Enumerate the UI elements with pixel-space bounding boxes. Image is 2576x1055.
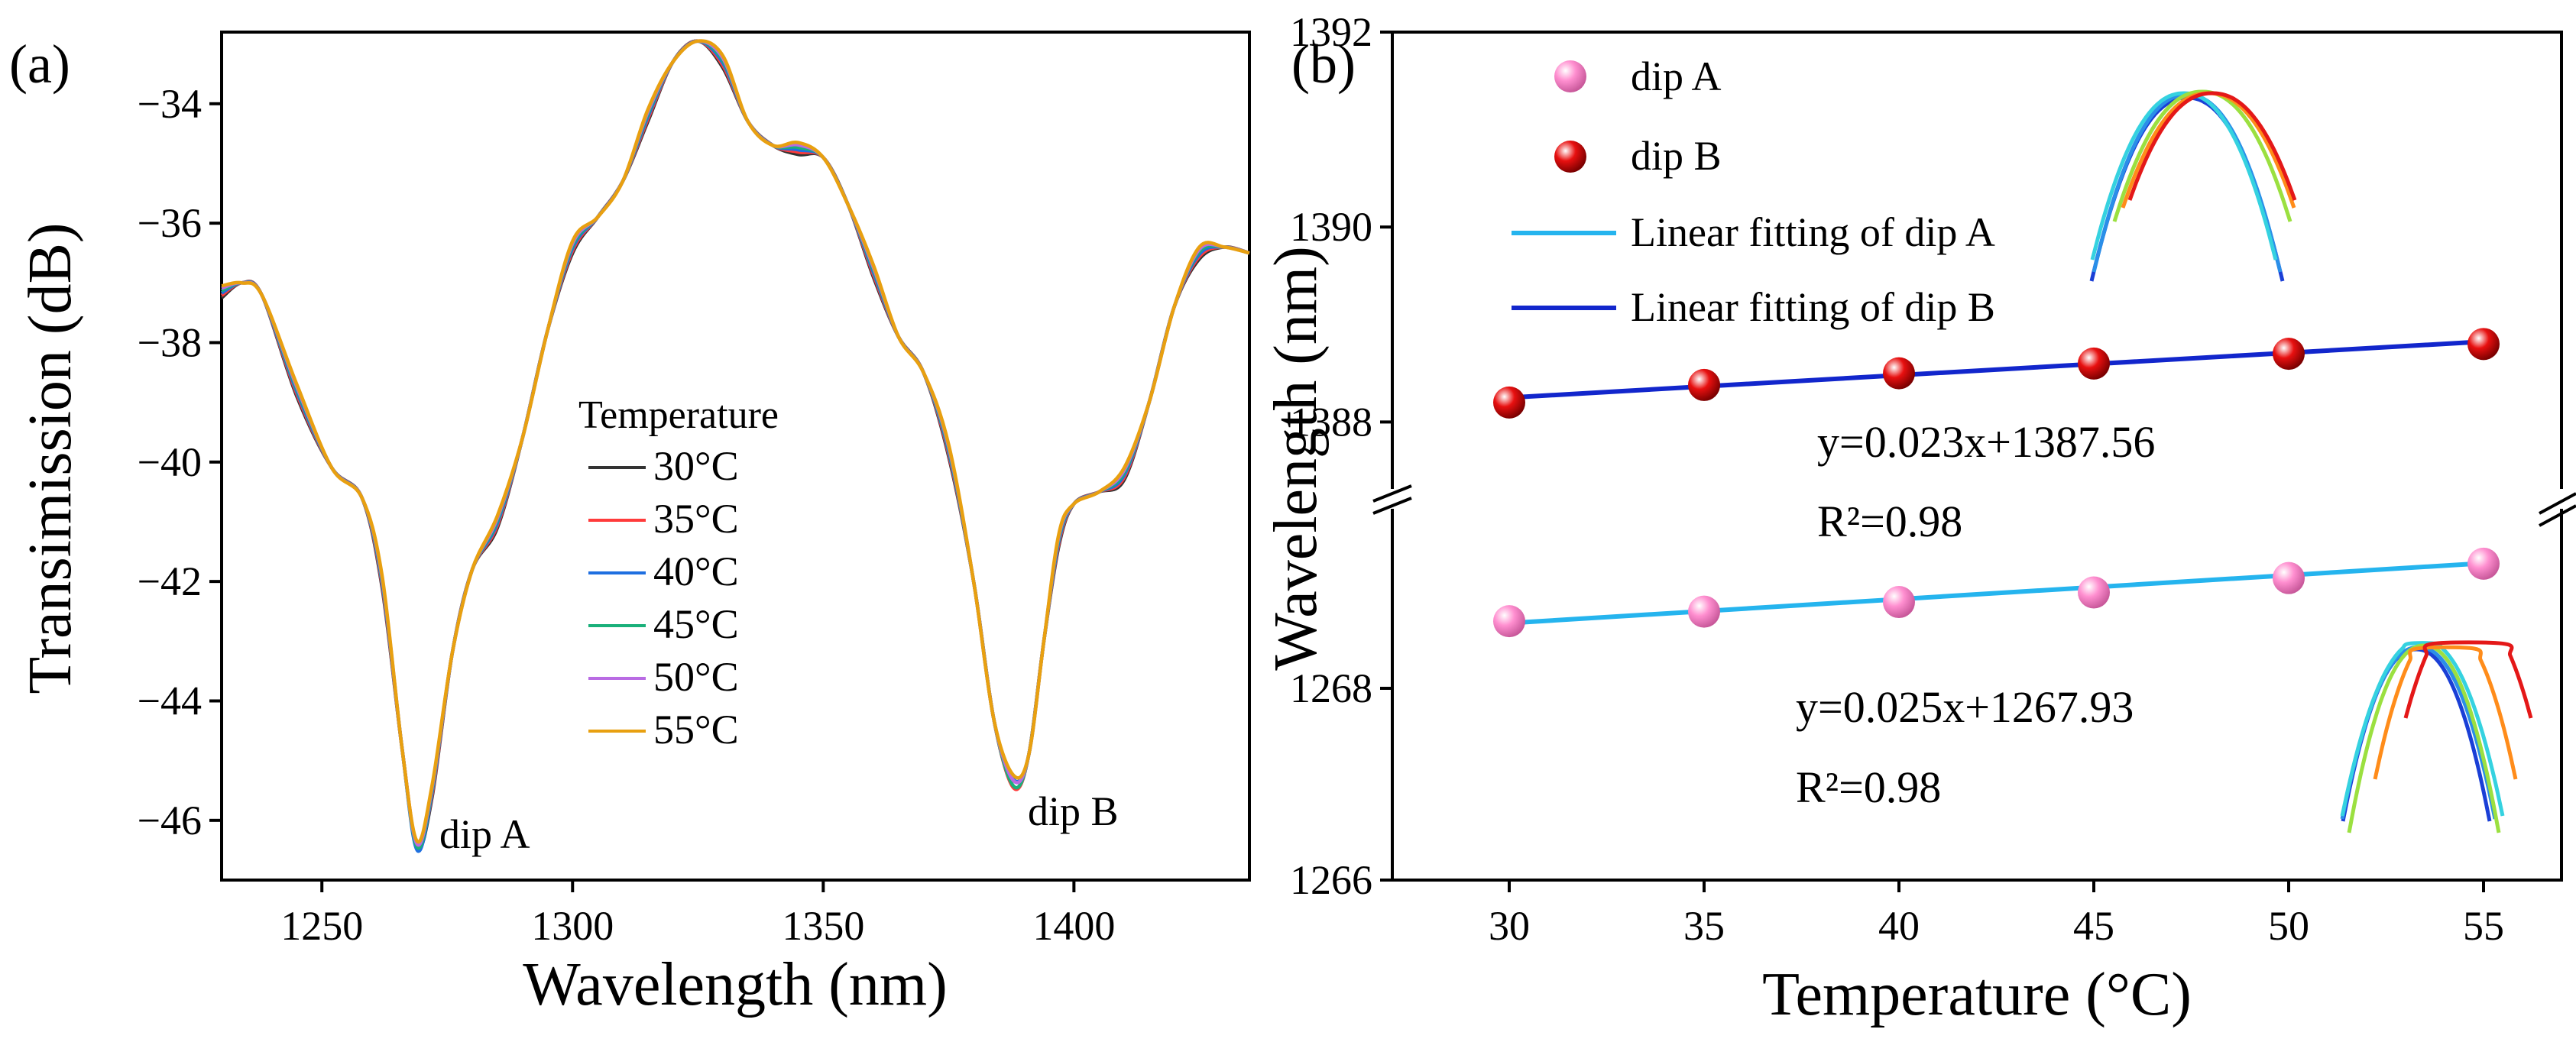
x-tick-label: 1350 — [782, 903, 864, 949]
fit-line-dip-a — [1508, 561, 2484, 626]
legend-label-dip-b: dip B — [1631, 133, 1722, 179]
data-point-dip-a — [2273, 561, 2305, 594]
y-tick-label: −46 — [138, 798, 202, 843]
x-tick-label: 1250 — [280, 903, 363, 949]
inset-bottom-curve — [2340, 641, 2505, 817]
legend-label: 40°C — [653, 549, 739, 594]
y-tick-label: −42 — [138, 558, 202, 604]
data-point-dip-b — [1883, 357, 1915, 390]
inset-top-curve — [2090, 91, 2278, 261]
data-point-dip-a — [2078, 576, 2110, 609]
legend-marker-dip-b — [1554, 141, 1586, 173]
panel-b-x-axis-title: Temperature (°C) — [1762, 961, 2192, 1028]
axis-break-right — [2539, 489, 2576, 527]
y-tick-label: 1388 — [1290, 399, 1372, 445]
legend-label: 35°C — [653, 496, 739, 542]
panel-b-frame — [1391, 31, 2563, 882]
panel-b-y-ticks: 1388 1390 1392 1266 1268 — [1290, 9, 1392, 903]
fit-r2-dip-a: R²=0.98 — [1796, 762, 1941, 812]
panel-b-legend: dip A dip B Linear fitting of dip A Line… — [1512, 53, 1995, 330]
y-tick-label: −36 — [138, 200, 202, 246]
panel-a-label: (a) — [9, 34, 70, 95]
panel-a-curves — [220, 39, 1250, 853]
fit-line-dip-b — [1508, 339, 2484, 400]
legend-label-fit-a: Linear fitting of dip A — [1631, 209, 1995, 255]
y-tick-label: 1390 — [1290, 204, 1372, 250]
inset-bottom-curve — [2373, 645, 2518, 780]
legend-label-dip-a: dip A — [1631, 53, 1722, 99]
inset-bottom-curve — [2341, 647, 2492, 822]
panel-b-label: (b) — [1291, 34, 1356, 95]
panel-b-points — [1493, 328, 2500, 638]
data-point-dip-a — [2467, 547, 2500, 580]
panel-b: (b) 30 35 40 45 50 55 1388 1390 1392 1266 1268 di… — [1262, 9, 2576, 1028]
panel-b-insets — [2089, 89, 2533, 833]
fit-r2-dip-b: R²=0.98 — [1817, 497, 1962, 546]
x-tick-label: 55 — [2463, 903, 2504, 949]
data-point-dip-b — [2078, 347, 2110, 380]
y-tick-label: −38 — [138, 319, 202, 365]
fit-equation-dip-a: y=0.025x+1267.93 — [1796, 682, 2134, 732]
y-tick-label: 1392 — [1290, 9, 1372, 55]
x-tick-label: 1300 — [531, 903, 614, 949]
y-tick-label: −40 — [138, 439, 202, 485]
panel-a-y-axis-title: Transimission (dB) — [17, 222, 84, 694]
panel-a-frame — [220, 31, 1251, 882]
x-tick-label: 1400 — [1032, 903, 1115, 949]
x-tick-label: 35 — [1683, 903, 1725, 949]
panel-a-y-ticks: −46 −44 −42 −40 −38 −36 −34 — [138, 81, 222, 843]
data-point-dip-b — [1688, 368, 1720, 401]
annotation-dip-a: dip A — [439, 811, 530, 857]
panel-b-fit-lines — [1508, 339, 2484, 626]
inset-top-curve — [2127, 91, 2297, 201]
legend-label: 30°C — [653, 443, 739, 489]
panel-b-x-ticks: 30 35 40 45 50 55 — [1489, 880, 2504, 949]
x-tick-label: 30 — [1489, 903, 1530, 949]
x-tick-label: 50 — [2268, 903, 2309, 949]
panel-a-x-axis-title: Wavelength (nm) — [523, 951, 948, 1018]
legend-label-fit-b: Linear fitting of dip B — [1631, 284, 1995, 330]
data-point-dip-b — [1493, 386, 1525, 419]
axis-break-left — [1372, 484, 1414, 515]
inset-top-curve — [2112, 89, 2292, 222]
panel-b-y-axis-title: Wavelength (nm) — [1262, 246, 1330, 671]
y-tick-label: −44 — [138, 678, 202, 723]
x-tick-label: 40 — [1878, 903, 1920, 949]
data-point-dip-b — [2273, 338, 2305, 371]
annotation-dip-b: dip B — [1028, 788, 1119, 834]
inset-bottom-curve — [2403, 640, 2533, 719]
y-tick-label: 1268 — [1290, 665, 1372, 711]
y-tick-label: −34 — [138, 81, 202, 127]
data-point-dip-a — [1883, 586, 1915, 619]
legend-title: Temperature — [578, 393, 779, 437]
panel-a: (a) 1250 1300 1350 1400 −46−44−42−40−38−36−… — [9, 31, 1251, 1018]
panel-a-x-ticks: 1250 1300 1350 1400 — [280, 880, 1115, 949]
panel-a-legend: Temperature 30°C 35°C 40°C 45°C 50°C 55°C — [578, 393, 779, 752]
data-point-dip-a — [1493, 605, 1525, 638]
legend-label: 55°C — [653, 707, 739, 752]
x-tick-label: 45 — [2073, 903, 2114, 949]
legend-label: 50°C — [653, 654, 739, 700]
fit-equation-dip-b: y=0.023x+1387.56 — [1817, 417, 2155, 467]
data-point-dip-a — [1688, 595, 1720, 628]
y-tick-label: 1266 — [1290, 857, 1372, 903]
legend-label: 45°C — [653, 601, 739, 647]
data-point-dip-b — [2467, 328, 2500, 361]
spectrum-line-55c — [221, 39, 1250, 844]
legend-marker-dip-a — [1554, 60, 1586, 92]
